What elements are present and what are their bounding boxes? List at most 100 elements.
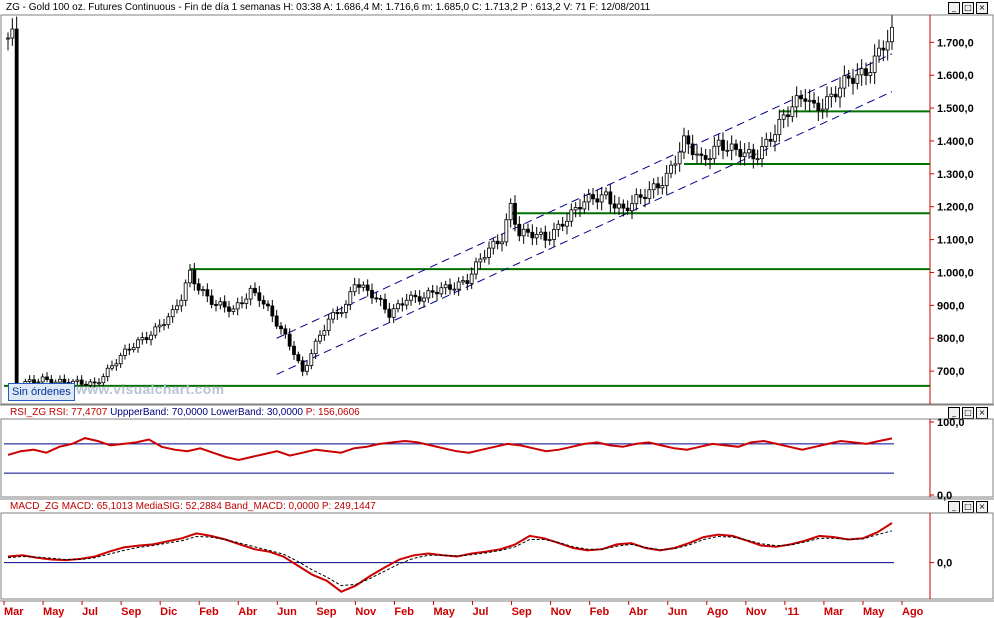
minimize-button[interactable]: _ (948, 2, 960, 14)
time-value: H: 03:38 (283, 2, 322, 13)
candle-body (84, 383, 88, 386)
y-tick-label: 1.400,0 (937, 136, 974, 148)
rsi-y-tick-label: 100,0 (937, 417, 965, 429)
candle-body (647, 189, 652, 200)
candle-body (508, 202, 513, 221)
candle-body (300, 360, 305, 372)
candle-body (478, 258, 483, 263)
close-button[interactable]: × (976, 501, 988, 513)
candle-body (296, 354, 301, 362)
y-tick-label: 800,0 (937, 333, 965, 345)
candle-body (552, 229, 556, 240)
candle-body (439, 287, 444, 295)
rsi-panel-header: RSI_ZG RSI: 77,4707 UppperBand: 70,0000 … (10, 406, 360, 420)
candle-body (768, 138, 773, 142)
candle-body (803, 98, 808, 102)
high-value: M: 1.716,6 (371, 2, 420, 13)
candle-body (738, 149, 743, 158)
rsi-line (7, 437, 893, 462)
candle-body (149, 334, 153, 341)
macd-name: MACD_ZG (10, 501, 59, 512)
candle-body (123, 348, 127, 356)
candle-body (755, 158, 760, 161)
y-tick-label: 700,0 (937, 366, 965, 378)
candle-body (487, 247, 491, 258)
candle-body (833, 93, 838, 98)
candle-body (794, 95, 799, 108)
candle-body (140, 337, 145, 341)
candle-body (257, 292, 262, 301)
rsi-value: RSI: 77,4707 (48, 407, 108, 418)
candle-body (482, 257, 487, 260)
macd-panel-frame (0, 512, 994, 600)
close-button[interactable]: × (976, 2, 988, 14)
candle-body (790, 106, 795, 118)
candle-body (88, 381, 93, 386)
candle-body (36, 381, 41, 384)
candle-body (751, 149, 756, 160)
candle-body (651, 183, 656, 191)
rsi-panel-frame (0, 418, 994, 498)
candle-body (799, 95, 803, 100)
x-tick-label: Dic (160, 606, 177, 618)
candle-body (625, 207, 630, 212)
candle-body (387, 308, 392, 318)
x-tick-label: May (43, 606, 65, 618)
y-tick-label: 1.600,0 (937, 70, 974, 82)
candle-body (517, 223, 522, 237)
rsi-name: RSI_ZG (10, 407, 47, 418)
candle-body (201, 289, 205, 292)
candle-body (682, 135, 686, 153)
restore-button[interactable]: □ (962, 2, 974, 14)
candle-body (539, 231, 543, 235)
candle-body (859, 68, 864, 76)
candle-body (253, 287, 257, 294)
candle-body (274, 315, 279, 327)
main-window-controls: _ □ × (948, 2, 988, 14)
candle-body (781, 114, 786, 120)
candle-body (266, 303, 270, 307)
candle-body (435, 291, 439, 295)
y-tick-label: 1.000,0 (937, 267, 974, 279)
candle-body (608, 191, 613, 205)
candle-body (500, 241, 504, 245)
candle-body (890, 26, 894, 43)
candle-body (279, 325, 283, 330)
x-tick-label: May (863, 606, 885, 618)
candle-body (413, 294, 418, 298)
candle-body (816, 102, 821, 111)
candle-body (777, 118, 782, 136)
candle-body (136, 339, 140, 348)
orders-status-button[interactable]: Sin órdenes (8, 383, 75, 401)
candle-body (270, 305, 275, 317)
candle-body (586, 194, 591, 203)
candle-body (344, 303, 348, 313)
candle-body (430, 290, 435, 293)
macd-y-tick-label: 0,0 (937, 558, 952, 570)
symbol-label: ZG - Gold 100 oz. Futures Continuous - F… (6, 2, 281, 13)
candle-body (786, 114, 790, 118)
candle-body (188, 269, 192, 284)
candle-body (114, 363, 119, 367)
candle-body (664, 172, 669, 186)
volume-value: V: 71 (563, 2, 587, 13)
x-tick-label: Jun (277, 606, 297, 618)
candle-body (222, 301, 227, 308)
candle-body (6, 37, 10, 40)
candle-body (773, 134, 777, 142)
candle-body (231, 308, 236, 312)
candle-body (474, 261, 478, 275)
candle-body (872, 55, 877, 73)
candle-body (45, 376, 49, 380)
candle-body (617, 203, 621, 209)
candle-body (374, 297, 379, 300)
rsi-y-tick-label: 0,0 (937, 490, 952, 502)
main-chart-header: ZG - Gold 100 oz. Futures Continuous - F… (6, 1, 651, 15)
candle-body (829, 93, 834, 98)
candle-body (101, 376, 106, 384)
candle-body (357, 284, 361, 288)
candle-body (725, 149, 730, 152)
candle-body (729, 143, 734, 151)
candle-body (417, 296, 422, 302)
